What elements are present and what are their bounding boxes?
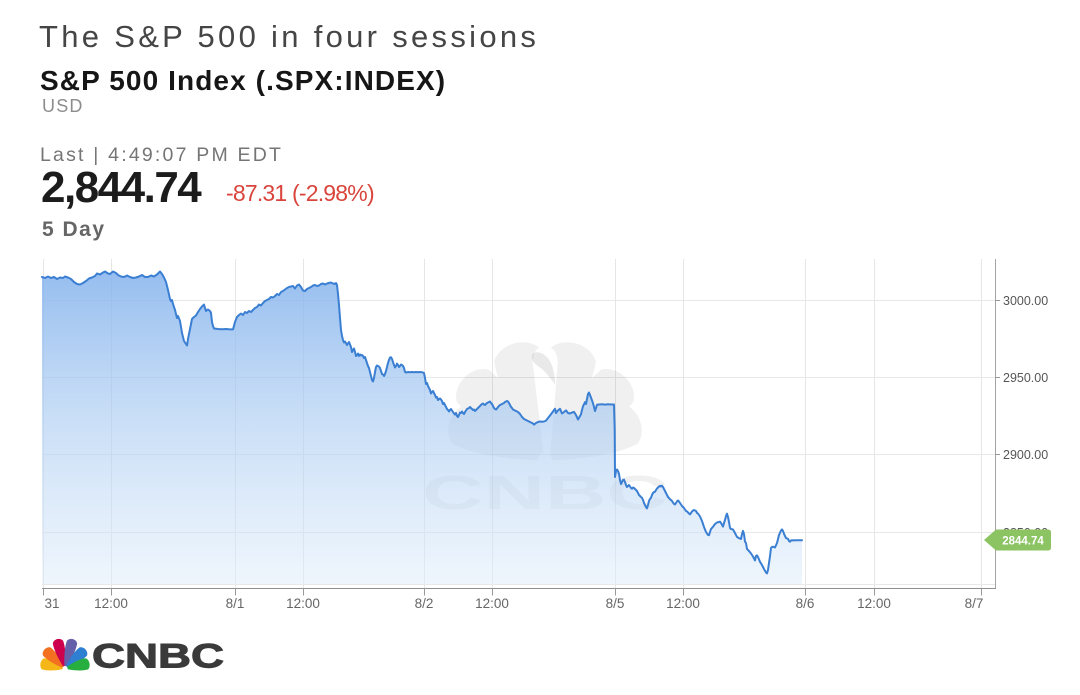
svg-text:12:00: 12:00 — [857, 596, 891, 611]
svg-text:31: 31 — [44, 596, 59, 611]
svg-text:12:00: 12:00 — [475, 596, 509, 611]
svg-text:CNBC: CNBC — [92, 638, 224, 676]
svg-text:2844.74: 2844.74 — [1002, 536, 1044, 548]
svg-text:8/7: 8/7 — [965, 596, 984, 611]
svg-text:2900.00: 2900.00 — [1003, 448, 1048, 462]
svg-text:2950.00: 2950.00 — [1003, 371, 1048, 385]
svg-text:8/2: 8/2 — [415, 596, 434, 611]
svg-text:3000.00: 3000.00 — [1003, 294, 1048, 308]
svg-text:12:00: 12:00 — [286, 596, 320, 611]
svg-text:8/6: 8/6 — [796, 596, 815, 611]
svg-text:8/5: 8/5 — [606, 596, 625, 611]
svg-text:12:00: 12:00 — [666, 596, 700, 611]
svg-text:12:00: 12:00 — [94, 596, 128, 611]
svg-text:8/1: 8/1 — [226, 596, 245, 611]
